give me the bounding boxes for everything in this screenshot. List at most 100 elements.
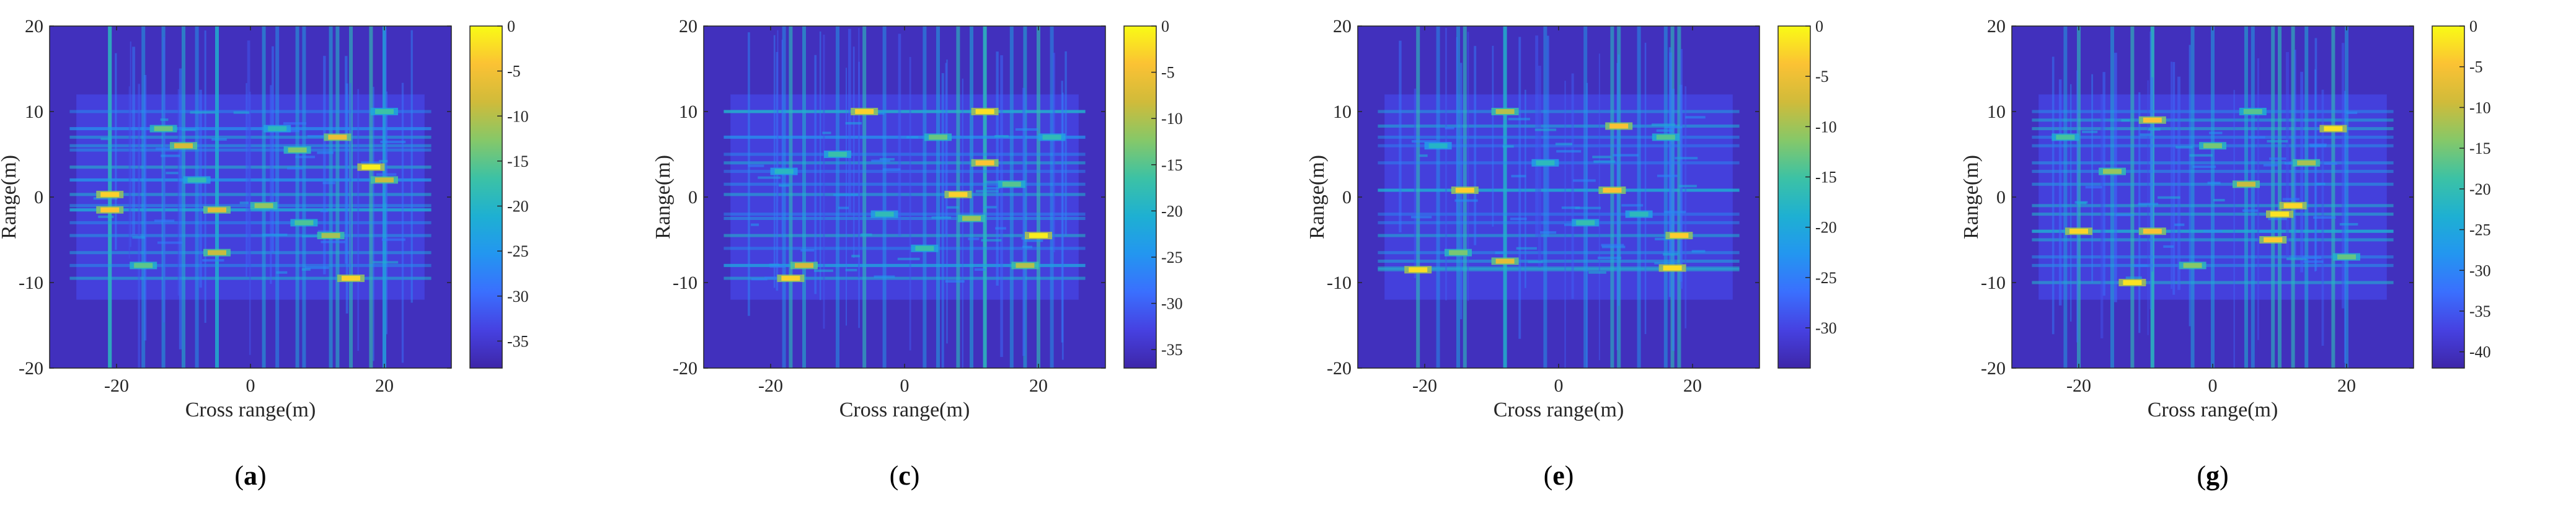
scatterer [1629,211,1649,217]
clutter-patch [769,263,779,266]
x-tick-label: 0 [2208,376,2218,396]
sidelobe-streak-horizontal [1378,124,1740,128]
clutter-patch [845,121,862,125]
colorbar-tick-label: -10 [2469,99,2491,116]
sidelobe-streak-vertical [983,26,987,368]
clutter-line [2151,77,2154,272]
clutter-patch [181,128,196,131]
clutter-patch [2313,216,2336,219]
clutter-patch [945,280,965,283]
clutter-patch [2115,213,2134,216]
clutter-patch [751,278,768,281]
clutter-patch [161,154,180,157]
colorbar [469,25,503,369]
sidelobe-streak-horizontal [1378,144,1740,147]
clutter-patch [1656,129,1674,132]
clutter-patch [874,275,895,278]
scatterer [254,203,273,208]
clutter-patch [2316,182,2326,185]
clutter-patch [287,167,303,170]
sidelobe-streak-vertical [1037,26,1040,368]
clutter-patch [1022,245,1033,248]
clutter-line [177,89,180,296]
scatterer [294,220,314,226]
clutter-line [945,63,947,237]
clutter-patch [984,187,1000,190]
clutter-patch [2209,131,2223,134]
sidelobe-streak-horizontal [724,263,1086,267]
clutter-line [1022,87,1025,356]
heatmap-area [50,26,451,368]
scatterer [1002,182,1021,187]
colorbar-tick-label: -25 [507,242,529,260]
clutter-line [2172,62,2175,295]
sidelobe-streak-horizontal [1378,268,1740,271]
clutter-patch [1675,157,1698,160]
clutter-line [1535,35,1539,237]
sidelobe-streak-vertical [1663,26,1668,368]
clutter-patch [800,248,815,252]
scatterer [929,134,947,140]
clutter-patch [1621,204,1644,207]
clutter-line [2286,51,2289,257]
scatterer [875,211,894,217]
clutter-patch [233,111,250,114]
clutter-patch [100,138,112,141]
sidelobe-streak-horizontal [724,217,1086,220]
clutter-line [814,55,817,294]
scatterer [208,207,226,213]
sidelobe-streak-horizontal [2032,110,2394,113]
clutter-line [962,78,963,368]
colorbar-tick-label: -10 [1815,118,1837,136]
sidelobe-streak-vertical [195,26,199,368]
clutter-patch [1592,156,1611,159]
heatmap-area [1358,26,1759,368]
clutter-patch [931,216,952,219]
clutter-line [272,46,274,253]
sidelobe-streak-vertical [2331,26,2335,368]
sidelobe-streak-vertical [1583,26,1588,368]
clutter-patch [373,261,399,264]
clutter-line [2177,76,2180,290]
panel-caption: (e) [1544,460,1574,491]
x-tick-label: -20 [104,376,129,396]
scatterer [949,191,968,197]
clutter-patch [156,147,173,151]
x-axis-label: Cross range(m) [2148,398,2278,421]
clutter-line [247,40,250,265]
scatterer [1495,109,1515,114]
clutter-line [898,33,901,237]
clutter-patch [879,158,895,161]
y-tick-label: -10 [673,273,697,293]
clutter-patch [1411,216,1432,219]
scatterer [2243,109,2262,114]
scatterer [100,207,120,213]
clutter-patch [322,182,335,185]
clutter-line [1669,52,1672,255]
clutter-patch [1015,128,1038,131]
scatterer [2103,169,2122,174]
clutter-patch [838,206,849,209]
clutter-patch [98,215,114,218]
colorbar-tick-label: -30 [1161,295,1183,313]
sidelobe-streak-vertical [2244,26,2248,368]
sidelobe-streak-horizontal [1378,188,1740,192]
sidelobe-streak-vertical [936,26,940,368]
sidelobe-streak-vertical [329,26,333,368]
clutter-line [773,35,776,288]
sidelobe-streak-vertical [275,26,280,368]
clutter-line [846,68,848,326]
clutter-patch [1654,262,1678,265]
sidelobe-streak-horizontal [724,247,1086,250]
clutter-patch [276,271,288,274]
clutter-patch [1502,145,1514,148]
clutter-patch [2140,133,2152,136]
sidelobe-streak-vertical [802,26,806,368]
clutter-patch [2133,264,2149,267]
clutter-line [1684,86,1687,328]
clutter-line [1564,81,1566,368]
clutter-line [132,46,135,235]
clutter-patch [301,235,326,238]
clutter-patch [1573,179,1596,182]
clutter-line [819,31,821,301]
